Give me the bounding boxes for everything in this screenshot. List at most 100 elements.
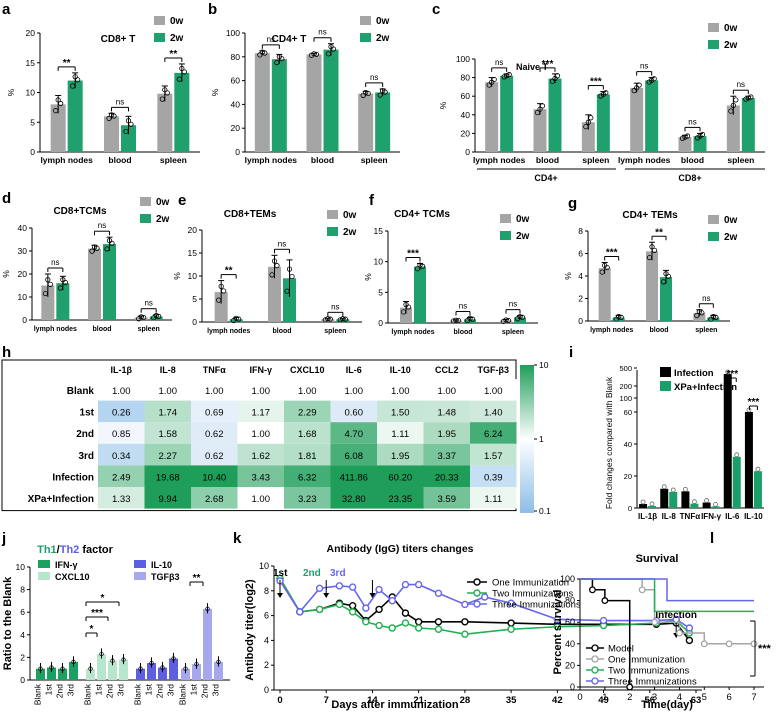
panel-g-title: CD4+ TEMs [622,210,678,221]
panel-g-data-point [651,247,658,253]
panel-k-x-tick-label: 14 [367,695,378,706]
panel-g-legend-swatch-2w [708,232,719,241]
panel-a-letter: a [2,1,11,18]
panel-j-data-point [171,656,176,661]
panel-h-cell-value: 2.29 [298,408,317,419]
panel-j-data-point [49,665,54,670]
panel-b-data-point [311,51,317,57]
panel-d-data-point [57,285,63,291]
panel-k-marker [507,619,515,627]
panel-c-data-point [504,73,510,79]
panel-h-row-label: 2nd [76,429,94,440]
panel-k-marker [348,608,357,616]
panel-b-data-point [262,50,268,56]
panel-b-letter: b [208,1,217,18]
panel-a-data-point [181,69,187,75]
panel-h-cell [330,465,377,487]
panel-k-marker [434,618,443,626]
panel-i-data-point [640,499,646,505]
panel-b-y-label: % [210,88,220,96]
panel-j-bar-IL-10 [147,663,156,680]
panel-j-x-tick-label: 1st [144,683,154,695]
panel-i-data-point [661,484,667,490]
panel-c-data-point [554,73,561,79]
panel-i-data-point [755,466,761,472]
panel-b-data-point [274,59,280,66]
panel-h-cell [470,487,517,509]
panel-f-data-point [505,317,512,324]
panel-i-bar-XPa+Infection [690,503,699,508]
panel-a-y-tick-label: 15 [26,58,36,68]
panel-j-x-tick-label: 3rd [211,684,221,697]
panel-k-annotation: 1st [273,568,288,579]
panel-k-x-tick-label: 28 [460,695,471,706]
panel-j-x-tick-label: 3rd [66,684,76,697]
panel-b-comparison-sig-label: ns [370,73,378,82]
panel-k-legend-marker [473,600,481,608]
panel-c-bar-2w [741,98,755,152]
panel-i-data-point [734,452,740,458]
panel-h-cell [330,379,377,401]
panel-k-marker [553,615,562,624]
panel-d-data-point [45,277,51,283]
panel-k-legend-marker [473,589,481,597]
panel-k-legend-label: Three Immunizations [492,600,581,611]
panel-l-x-tick-label: 6 [726,692,731,703]
panel-d-data-point [94,245,100,251]
panel-h-cell [470,400,517,423]
panel-c-data-point [745,95,751,101]
panel-h-row-label: XPa+Infection [28,494,94,505]
panel-g-data-point [646,254,653,261]
panel-f-title: CD4+ TCMs [394,209,450,220]
panel-c-data-point [733,97,739,103]
panel-k-marker [507,625,515,633]
panel-h-cell [470,379,517,401]
panel-f-data-point [455,317,462,324]
panel-f-legend-swatch-2w [500,231,511,240]
panel-e-data-point [286,266,293,272]
panel-l-y-tick-label: 0 [570,682,575,692]
panel-b-bar-2w [375,92,391,152]
panel-c-y-tick-label: 100 [456,54,470,64]
panel-e-data-point [289,273,295,280]
panel-h-cell [423,487,470,509]
panel-i-bar-Infection [702,502,711,508]
panel-a-comparison-sig-label: ** [169,49,177,60]
panel-l-letter: l [710,530,714,547]
panel-h-cell-value: 1.00 [159,386,178,397]
panel-k-annotation: 3rd [330,568,346,579]
panel-k-marker [348,583,357,591]
panel-j-x-tick-label: 1st [94,683,104,695]
panel-l-y-tick-label: 80 [565,596,575,606]
panel-d-data-point [89,248,95,254]
panel-k-y-tick-label: 2 [264,660,269,670]
panel-h-colorbar-label: 0.1 [539,506,551,516]
panel-i-data-point [683,486,688,492]
panel-h-cell-value: 3.43 [252,472,271,483]
panel-a-bar-2w [121,125,136,152]
panel-g-data-point [713,314,719,320]
panel-h-cell [377,487,424,509]
panel-j-bar-IL-10 [136,668,145,680]
panel-j-letter: j [1,530,6,547]
panel-a-title: CD8+ T [101,34,136,45]
panel-h-cell [144,400,191,423]
panel-e-y-tick-label: 5 [192,294,197,304]
panel-l-x-tick-label: 3 [652,692,657,703]
panel-f-data-point [417,262,423,268]
panel-c-data-point [728,108,734,114]
panel-i-y-tick-label: 100 [619,394,632,403]
panel-j-y-tick-label: 2 [20,652,25,662]
panel-h-cell-value: 23.35 [388,494,412,505]
panel-f-data-point [467,315,473,321]
panel-k-marker [414,618,423,626]
panel-i-x-tick-label: IFN-γ [701,512,722,521]
panel-d-data-point [62,279,68,286]
panel-h-colorbar-label: 10 [539,360,549,370]
panel-i-legend-label-xpa: XPa+Infection [674,382,737,393]
panel-i-y-tick-label: 200 [619,382,632,391]
panel-c-bar-0w [630,87,644,152]
panel-h-cell [284,400,331,423]
panel-l-curve-1 [580,578,754,645]
panel-g-data-point [694,312,700,319]
